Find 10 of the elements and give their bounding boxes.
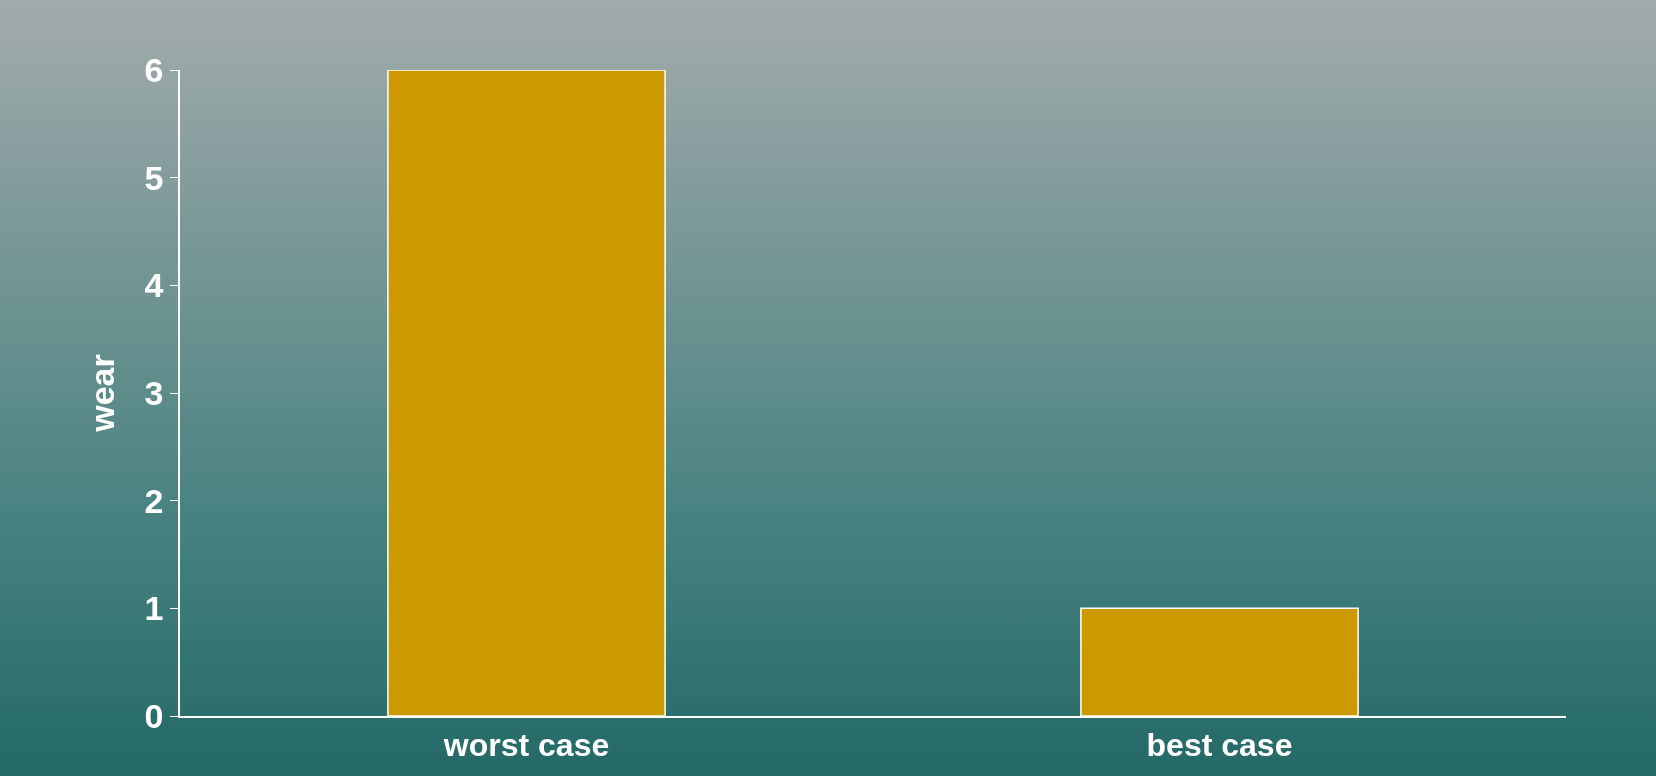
y-axis-title: wear: [82, 354, 121, 433]
y-tick-label: 5: [144, 158, 164, 197]
y-tick-label: 3: [144, 373, 164, 412]
x-tick-label: best case: [1146, 727, 1293, 764]
y-tick-label: 4: [144, 266, 164, 305]
x-tick-label: worst case: [442, 727, 610, 764]
y-tick-label: 2: [144, 481, 164, 520]
y-tick-label: 0: [144, 696, 164, 735]
y-tick-label: 1: [144, 589, 164, 628]
y-tick-label: 6: [144, 50, 164, 89]
